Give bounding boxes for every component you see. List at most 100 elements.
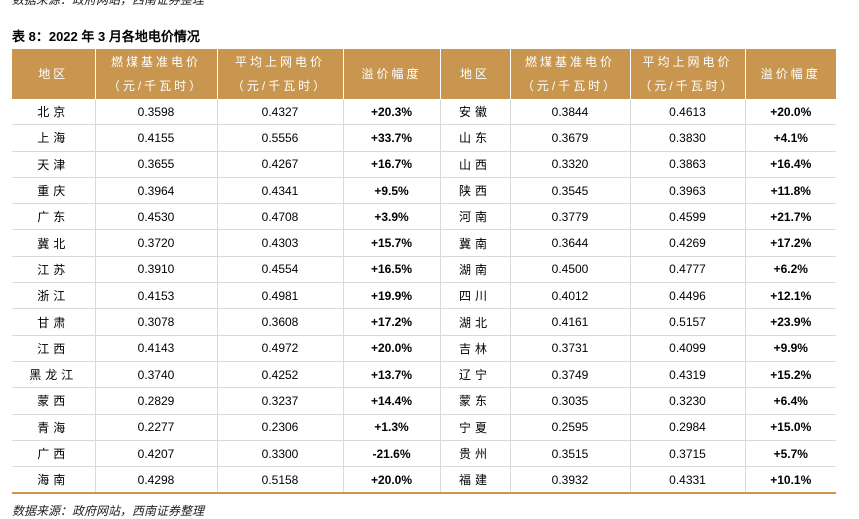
header-cell: 地区 xyxy=(439,49,510,99)
table-cell: +15.0% xyxy=(744,414,836,441)
table-cell: 广东 xyxy=(12,203,95,231)
table-cell: 0.3679 xyxy=(509,124,630,152)
table-cell: +10.1% xyxy=(744,466,836,494)
table-cell: +23.9% xyxy=(744,308,836,336)
table-cell: 0.3237 xyxy=(216,387,343,415)
table-cell: 0.3715 xyxy=(629,440,745,468)
table-cell: 山西 xyxy=(439,151,510,178)
table-cell: +5.7% xyxy=(744,440,836,468)
table-cell: 0.3300 xyxy=(216,440,343,468)
header-row: 地区 燃煤基准电价 （元/千瓦时） 平均上网电价 （元/千瓦时） 溢价幅度 地区 燃煤基准电价… xyxy=(12,49,836,99)
table-cell: 0.4972 xyxy=(216,335,343,362)
table-cell: 冀南 xyxy=(439,229,510,257)
table-cell: 0.3844 xyxy=(509,99,630,126)
header-cell: 燃煤基准电价 （元/千瓦时） xyxy=(94,49,217,99)
table-cell: 江西 xyxy=(12,335,95,362)
table-cell: +9.5% xyxy=(342,177,440,205)
table-cell: 0.3078 xyxy=(94,308,217,336)
table-cell: 0.4341 xyxy=(216,177,343,205)
table-row: 上海 0.4155 0.5556 +33.7% 山东 0.3679 0.3830 +4.1% xyxy=(12,124,836,152)
table-cell: +19.9% xyxy=(342,282,440,310)
table-cell: 安徽 xyxy=(439,99,510,126)
header-text: 地区 xyxy=(459,67,490,81)
table-cell: +9.9% xyxy=(744,335,836,362)
table-cell: 浙江 xyxy=(12,282,95,310)
table-cell: 天津 xyxy=(12,151,95,178)
table-cell: +20.0% xyxy=(342,466,440,494)
table-cell: 0.4981 xyxy=(216,282,343,310)
table-cell: 0.2595 xyxy=(509,414,630,441)
table-cell: 吉林 xyxy=(439,335,510,362)
table-cell: 黑龙江 xyxy=(12,361,95,389)
table-cell: 0.3863 xyxy=(629,151,745,178)
table-body: 北京 0.3598 0.4327 +20.3% 安徽 0.3844 0.4613 +20.0%… xyxy=(12,99,836,494)
top-note: 数据来源：政府网站，西南证券整理 xyxy=(12,0,205,7)
table-cell: +4.1% xyxy=(744,124,836,152)
table-cell: +15.7% xyxy=(342,229,440,257)
table-cell: 0.3740 xyxy=(94,361,217,389)
table-cell: +15.2% xyxy=(744,361,836,389)
table-row: 海南 0.4298 0.5158 +20.0% 福建 0.3932 0.4331 +10.1% xyxy=(12,466,836,494)
table-cell: 0.4777 xyxy=(629,256,745,284)
table-cell: 广西 xyxy=(12,440,95,468)
table-cell: 辽宁 xyxy=(439,361,510,389)
table-cell: 北京 xyxy=(12,99,95,126)
table-cell: 0.4155 xyxy=(94,124,217,152)
table-cell: 0.4161 xyxy=(509,308,630,336)
table-cell: +20.0% xyxy=(342,335,440,362)
table-cell: +21.7% xyxy=(744,203,836,231)
table-cell: 0.4613 xyxy=(629,99,745,126)
header-text: （元/千瓦时） xyxy=(231,79,329,93)
header-cell: 地区 xyxy=(12,49,95,99)
header-text: 燃煤基准电价 xyxy=(524,55,615,69)
table-cell: 0.4331 xyxy=(629,466,745,494)
table-cell: 甘肃 xyxy=(12,308,95,336)
table-cell: 0.4267 xyxy=(216,151,343,178)
table-cell: 0.4327 xyxy=(216,99,343,126)
table-cell: +16.4% xyxy=(744,151,836,178)
table-cell: 0.3720 xyxy=(94,229,217,257)
table-cell: +12.1% xyxy=(744,282,836,310)
table-cell: +6.4% xyxy=(744,387,836,415)
table-cell: -21.6% xyxy=(342,440,440,468)
table-cell: 0.2306 xyxy=(216,414,343,441)
table-cell: +16.5% xyxy=(342,256,440,284)
table-row: 冀北 0.3720 0.4303 +15.7% 冀南 0.3644 0.4269 +17.2% xyxy=(12,229,836,257)
header-text: 溢价幅度 xyxy=(361,67,422,81)
table-row: 蒙西 0.2829 0.3237 +14.4% 蒙东 0.3035 0.3230 +6.4% xyxy=(12,387,836,415)
table-cell: +33.7% xyxy=(342,124,440,152)
table-cell: 蒙西 xyxy=(12,387,95,415)
table-cell: 0.4298 xyxy=(94,466,217,494)
header-text: （元/千瓦时） xyxy=(639,79,736,93)
table-cell: 0.2984 xyxy=(629,414,745,441)
table-cell: 0.4099 xyxy=(629,335,745,362)
table-cell: 0.4708 xyxy=(216,203,343,231)
table-cell: 0.4530 xyxy=(94,203,217,231)
table-cell: 0.4500 xyxy=(509,256,630,284)
table-cell: 0.2829 xyxy=(94,387,217,415)
table-cell: 湖南 xyxy=(439,256,510,284)
table-cell: 0.3964 xyxy=(94,177,217,205)
header-text: 平均上网电价 xyxy=(234,55,325,69)
table-cell: 0.3035 xyxy=(509,387,630,415)
table-cell: 0.3932 xyxy=(509,466,630,494)
header-text: （元/千瓦时） xyxy=(107,79,205,93)
table-row: 北京 0.3598 0.4327 +20.3% 安徽 0.3844 0.4613 +20.0% xyxy=(12,99,836,126)
table-cell: 冀北 xyxy=(12,229,95,257)
table-row: 甘肃 0.3078 0.3608 +17.2% 湖北 0.4161 0.5157 +23.9% xyxy=(12,308,836,336)
table-cell: 福建 xyxy=(439,466,510,494)
table-cell: 0.3749 xyxy=(509,361,630,389)
table-cell: 湖北 xyxy=(439,308,510,336)
source-note: 数据来源：政府网站，西南证券整理 xyxy=(12,504,205,518)
table-cell: 青海 xyxy=(12,414,95,441)
header-text: 燃煤基准电价 xyxy=(110,55,201,69)
header-cell: 溢价幅度 xyxy=(744,49,836,99)
table-cell: 0.4319 xyxy=(629,361,745,389)
table-cell: 蒙东 xyxy=(439,387,510,415)
header-text: （元/千瓦时） xyxy=(521,79,619,93)
table-cell: 海南 xyxy=(12,466,95,494)
table-cell: 0.4252 xyxy=(216,361,343,389)
table-cell: 0.3655 xyxy=(94,151,217,178)
table-cell: +14.4% xyxy=(342,387,440,415)
